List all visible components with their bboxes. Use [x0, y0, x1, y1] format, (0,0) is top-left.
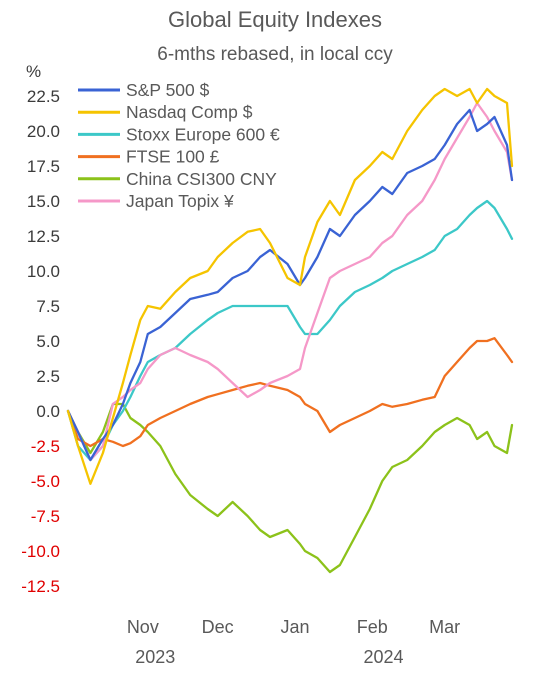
y-tick-label: 12.5: [27, 227, 60, 246]
series-line: [66, 402, 514, 574]
series-line: [66, 101, 514, 462]
y-tick-label: 7.5: [36, 297, 60, 316]
y-tick-label: 15.0: [27, 192, 60, 211]
y-tick-label: 10.0: [27, 262, 60, 281]
x-tick-label: Mar: [429, 617, 460, 637]
x-axis-ticks: Nov Dec Jan Feb Mar 2023 2024: [127, 617, 460, 667]
legend: S&P 500 $Nasdaq Comp $Stoxx Europe 600 €…: [78, 80, 280, 211]
x-tick-label: Jan: [280, 617, 309, 637]
y-tick-label: 0.0: [36, 402, 60, 421]
y-tick-label: 22.5: [27, 87, 60, 106]
x-year-label: 2024: [363, 647, 403, 667]
y-tick-label: -10.0: [21, 542, 60, 561]
x-tick-label: Feb: [357, 617, 388, 637]
legend-label: China CSI300 CNY: [126, 169, 277, 189]
chart-subtitle: 6-mths rebased, in local ccy: [157, 44, 393, 65]
series-line: [66, 199, 514, 462]
chart-title: Global Equity Indexes: [167, 7, 383, 32]
series-line: [66, 337, 514, 448]
y-tick-label: -12.5: [21, 577, 60, 596]
y-axis-label: %: [26, 62, 41, 81]
legend-label: S&P 500 $: [126, 80, 210, 100]
series-lines: [66, 87, 514, 574]
y-tick-label: 17.5: [27, 157, 60, 176]
x-tick-label: Dec: [202, 617, 234, 637]
y-tick-label: -2.5: [31, 437, 60, 456]
y-axis-ticks: 22.5 20.0 17.5 15.0 12.5 10.0 7.5 5.0 2.5 0.0 -2.5…: [21, 87, 60, 596]
legend-label: Nasdaq Comp $: [126, 102, 253, 122]
legend-label: FTSE 100 £: [126, 147, 220, 167]
legend-label: Japan Topix ¥: [126, 191, 234, 211]
y-tick-label: 20.0: [27, 122, 60, 141]
y-tick-label: -7.5: [31, 507, 60, 526]
x-year-label: 2023: [135, 647, 175, 667]
y-tick-label: 5.0: [36, 332, 60, 351]
y-tick-label: -5.0: [31, 472, 60, 491]
x-tick-label: Nov: [127, 617, 159, 637]
legend-label: Stoxx Europe 600 €: [126, 124, 280, 144]
y-tick-label: 2.5: [36, 367, 60, 386]
series-line: [66, 87, 514, 485]
